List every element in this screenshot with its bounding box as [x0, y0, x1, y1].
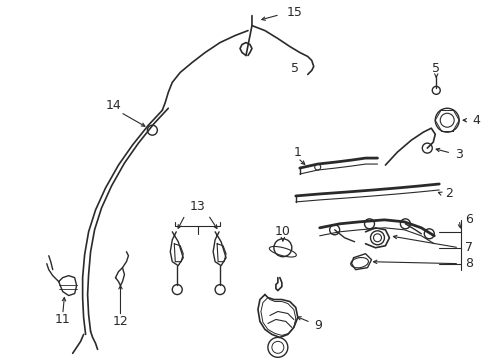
Text: 5: 5	[431, 62, 439, 75]
Text: 6: 6	[464, 213, 472, 226]
Text: 15: 15	[286, 6, 302, 19]
Text: 7: 7	[464, 241, 472, 254]
Text: 4: 4	[471, 114, 479, 127]
Circle shape	[370, 231, 384, 245]
Text: 9: 9	[313, 319, 321, 332]
Text: 8: 8	[464, 257, 472, 270]
Circle shape	[364, 219, 374, 229]
Text: 10: 10	[274, 225, 290, 238]
Text: 5: 5	[290, 62, 298, 75]
Circle shape	[400, 219, 409, 229]
Text: 1: 1	[293, 145, 301, 159]
Text: 3: 3	[454, 148, 462, 161]
Circle shape	[424, 229, 433, 239]
Text: 13: 13	[189, 201, 205, 213]
Text: 2: 2	[444, 188, 452, 201]
Text: 11: 11	[55, 313, 70, 326]
Circle shape	[329, 225, 339, 235]
Text: 14: 14	[105, 99, 121, 112]
Text: 12: 12	[112, 315, 128, 328]
